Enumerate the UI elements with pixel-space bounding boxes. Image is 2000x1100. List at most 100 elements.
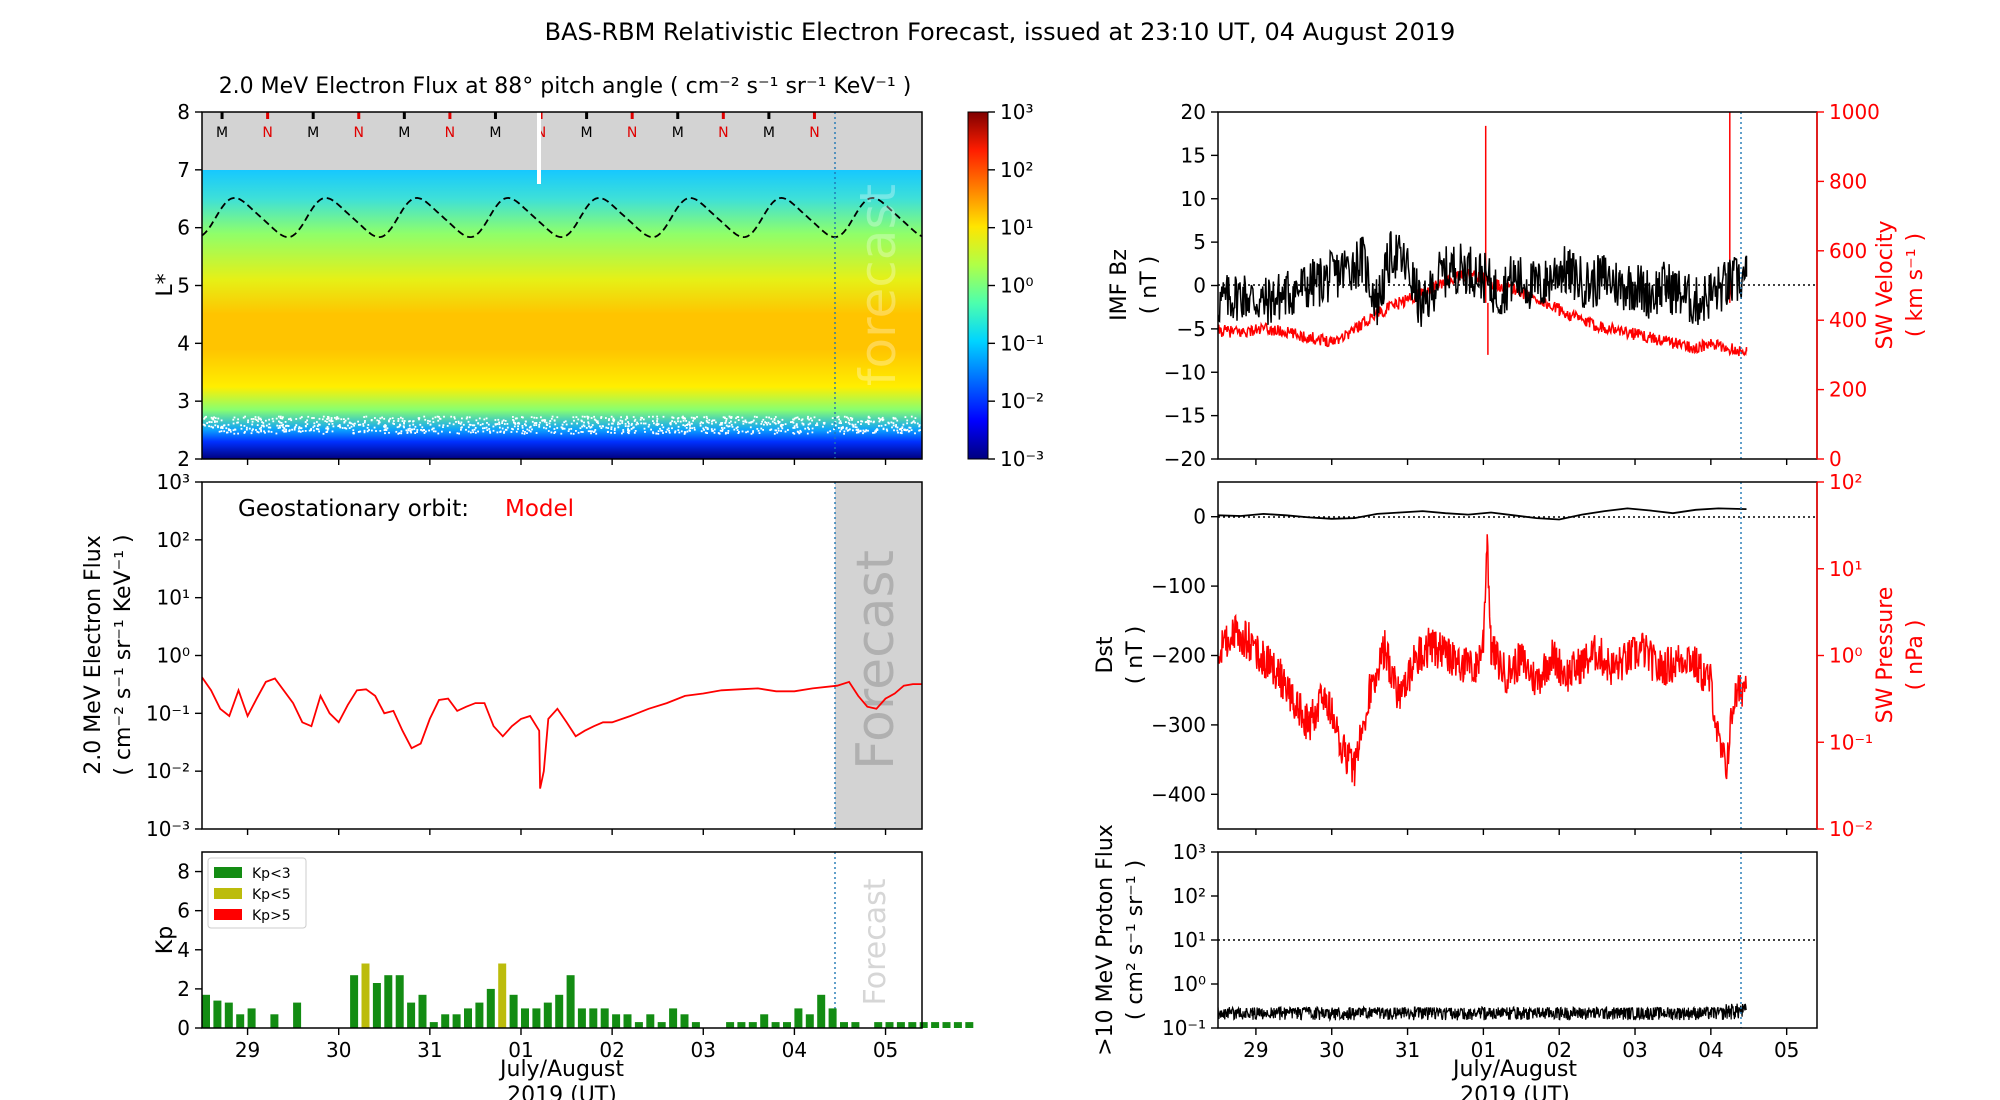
- speckle-dot: [721, 427, 723, 429]
- speckle-dot: [681, 416, 684, 419]
- mlt-label: N: [627, 125, 637, 141]
- forecast-label-p3: Forecast: [858, 878, 893, 1005]
- speckle-dot: [473, 424, 476, 427]
- speckle-dot: [416, 429, 419, 431]
- speckle-dot: [795, 423, 798, 425]
- speckle-dot: [901, 427, 904, 430]
- speckle-dot: [887, 421, 890, 424]
- speckle-dot: [363, 431, 366, 434]
- speckle-dot: [682, 419, 685, 422]
- speckle-dot: [900, 428, 902, 430]
- speckle-dot: [874, 430, 877, 433]
- speckle-dot: [310, 428, 312, 430]
- speckle-dot: [782, 424, 784, 426]
- speckle-dot: [460, 428, 462, 431]
- ytick-label: −100: [1151, 574, 1206, 598]
- speckle-dot: [217, 426, 219, 429]
- speckle-dot: [328, 423, 330, 426]
- speckle-dot: [562, 427, 564, 430]
- speckle-dot: [545, 421, 548, 424]
- speckle-dot: [700, 421, 703, 424]
- speckle-dot: [855, 426, 858, 429]
- speckle-dot: [780, 423, 783, 426]
- kp-bar: [931, 1022, 940, 1028]
- speckle-dot: [330, 417, 333, 419]
- xtick-label: 01: [1471, 1038, 1496, 1062]
- speckle-dot: [845, 421, 847, 423]
- speckle-dot: [434, 416, 437, 419]
- speckle-dot: [860, 423, 862, 425]
- speckle-dot: [715, 421, 717, 424]
- mlt-label: M: [216, 125, 228, 141]
- speckle-dot: [707, 421, 710, 424]
- speckle-dot: [282, 416, 284, 419]
- speckle-dot: [596, 421, 598, 424]
- ytick-label: −400: [1151, 782, 1206, 806]
- speckle-dot: [465, 417, 468, 420]
- speckle-dot: [756, 428, 759, 430]
- speckle-dot: [214, 424, 217, 427]
- speckle-dot: [613, 429, 616, 432]
- speckle-dot: [659, 427, 661, 430]
- speckle-dot: [250, 418, 253, 420]
- mlt-label: M: [672, 125, 684, 141]
- speckle-dot: [840, 428, 843, 431]
- kp-legend-swatch: [214, 867, 242, 878]
- speckle-dot: [312, 426, 315, 429]
- speckle-dot: [690, 416, 693, 419]
- speckle-dot: [758, 432, 761, 434]
- ytick-label: 10⁻¹: [146, 701, 190, 725]
- speckle-dot: [706, 417, 708, 420]
- speckle-dot: [310, 429, 312, 432]
- speckle-dot: [877, 417, 880, 420]
- speckle-dot: [232, 422, 235, 425]
- speckle-dot: [497, 418, 500, 421]
- speckle-dot: [823, 421, 826, 424]
- speckle-dot: [486, 422, 488, 424]
- speckle-dot: [792, 432, 795, 434]
- speckle-dot: [535, 432, 538, 434]
- speckle-dot: [688, 429, 691, 432]
- speckle-dot: [420, 429, 422, 431]
- speckle-dot: [620, 416, 622, 419]
- speckle-dot: [684, 424, 686, 427]
- speckle-dot: [656, 420, 658, 422]
- speckle-dot: [855, 429, 858, 431]
- panel-proton-xaxis: 29 30 31 01 02 03 04 05: [1243, 1028, 1799, 1062]
- speckle-dot: [738, 431, 740, 433]
- speckle-dot: [605, 417, 607, 419]
- colorbar-gradient: [967, 111, 989, 460]
- speckle-dot: [344, 419, 347, 422]
- speckle-dot: [436, 415, 439, 418]
- speckle-dot: [225, 427, 228, 430]
- speckle-dot: [796, 426, 799, 429]
- speckle-dot: [728, 415, 731, 418]
- speckle-dot: [499, 426, 501, 429]
- speckle-dot: [674, 430, 677, 433]
- ytick-label: 1000: [1829, 100, 1880, 124]
- speckle-dot: [316, 421, 318, 423]
- kp-bar: [429, 1022, 438, 1028]
- speckle-dot: [655, 432, 658, 435]
- speckle-dot: [848, 419, 851, 422]
- speckle-dot: [256, 430, 259, 433]
- speckle-dot: [450, 415, 453, 418]
- speckle-dot: [910, 429, 913, 431]
- speckle-dot: [472, 431, 475, 433]
- speckle-dot: [847, 429, 850, 431]
- speckle-dot: [246, 426, 248, 429]
- ytick-label: 10²: [157, 528, 190, 552]
- speckle-dot: [795, 424, 798, 427]
- speckle-dot: [686, 424, 689, 426]
- kp-bar: [566, 975, 575, 1028]
- speckle-dot: [801, 418, 804, 421]
- speckle-dot: [550, 431, 553, 434]
- speckle-dot: [892, 422, 895, 424]
- speckle-dot: [750, 421, 752, 424]
- speckle-dot: [744, 419, 747, 422]
- speckle-dot: [409, 427, 411, 430]
- speckle-dot: [699, 424, 702, 427]
- speckle-dot: [668, 429, 670, 432]
- kp-bar: [840, 1022, 848, 1028]
- speckle-dot: [727, 430, 730, 432]
